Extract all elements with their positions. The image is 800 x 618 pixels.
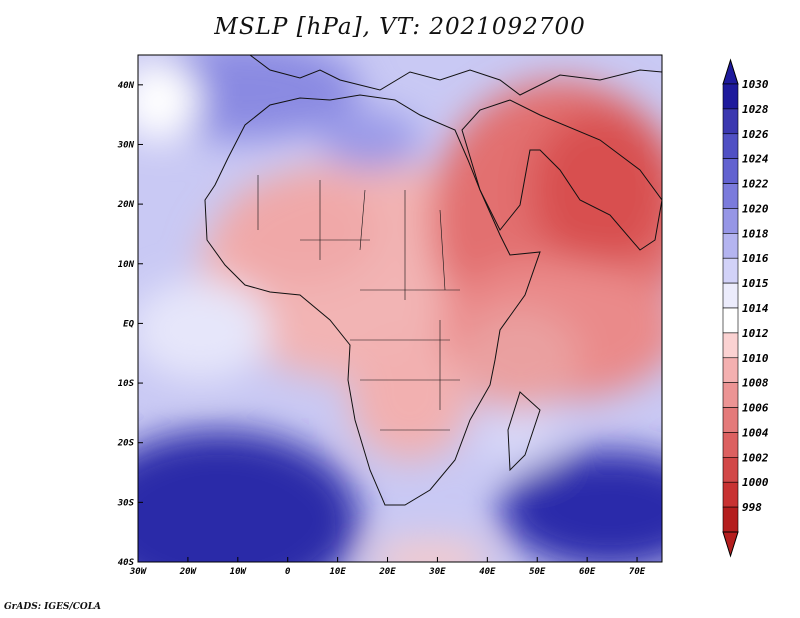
colorbar-label: 1022 — [742, 178, 769, 191]
colorbar-swatch — [722, 282, 739, 309]
lon-label: 20E — [378, 567, 396, 577]
lat-label: 20S — [117, 439, 135, 449]
colorbar: 1030 1028 1026 1024 1022 1020 1018 1016 1015 1014… — [722, 58, 769, 558]
colorbar-swatch — [722, 332, 739, 359]
country-borders — [257, 175, 460, 431]
lon-label: 10W — [230, 567, 248, 577]
colorbar-swatch — [722, 158, 739, 184]
lon-label: 30E — [428, 567, 446, 577]
lon-label: 70E — [629, 567, 646, 577]
footer-credit: GrADS: IGES/COLA — [4, 602, 102, 612]
colorbar-max-arrow — [722, 58, 739, 85]
map-title: MSLP [hPa], VT: 2021092700 — [214, 14, 586, 40]
lat-label: 20N — [117, 200, 135, 210]
lon-label: 30W — [129, 567, 148, 577]
colorbar-label: 1006 — [742, 402, 769, 415]
colorbar-label: 1015 — [742, 277, 769, 290]
lat-label: 40S — [118, 558, 135, 568]
colorbar-swatch — [722, 457, 739, 483]
colorbar-swatch — [722, 133, 739, 159]
coastlines — [204, 55, 662, 506]
lon-label: 40E — [479, 567, 496, 577]
colorbar-label: 998 — [742, 501, 762, 514]
colorbar-label: 1026 — [742, 128, 769, 141]
colorbar-label: 1008 — [742, 377, 769, 390]
colorbar-label: 1014 — [742, 302, 769, 315]
colorbar-label: 1030 — [742, 78, 769, 91]
colorbar-swatch — [722, 357, 739, 383]
colorbar-swatch — [722, 83, 739, 110]
colorbar-swatch — [722, 382, 739, 408]
colorbar-swatch — [722, 108, 739, 135]
lat-label: 30S — [117, 498, 135, 508]
colorbar-swatch — [722, 208, 739, 234]
lat-label: EQ — [123, 319, 134, 329]
lat-label: 40N — [118, 81, 135, 91]
colorbar-label: 1012 — [742, 327, 769, 340]
colorbar-label: 1010 — [742, 352, 769, 365]
lon-label: 60E — [579, 567, 596, 577]
colorbar-label: 1004 — [742, 426, 769, 439]
pressure-field — [138, 55, 662, 562]
colorbar-swatch — [722, 307, 739, 334]
colorbar-swatch — [722, 233, 739, 259]
lat-label: 10S — [118, 379, 135, 389]
colorbar-min-arrow — [722, 531, 739, 558]
colorbar-swatch — [722, 257, 739, 284]
colorbar-swatch — [722, 407, 739, 433]
lat-label: 30N — [117, 140, 135, 150]
lon-label: 0 — [285, 567, 291, 577]
colorbar-label: 1002 — [742, 451, 769, 464]
colorbar-label: 1018 — [742, 227, 769, 240]
lon-label: 20W — [179, 567, 198, 577]
lon-label: 50E — [529, 567, 546, 577]
colorbar-swatch — [722, 481, 739, 508]
colorbar-swatch — [722, 183, 739, 209]
colorbar-label: 1024 — [742, 153, 769, 166]
colorbar-label: 1028 — [742, 103, 769, 116]
colorbar-label: 1020 — [742, 202, 769, 215]
colorbar-label: 1016 — [742, 252, 769, 265]
lon-label: 10E — [329, 567, 346, 577]
colorbar-swatch — [722, 506, 739, 533]
colorbar-swatch — [722, 432, 739, 458]
plot-frame — [137, 54, 663, 563]
lat-label: 10N — [118, 260, 135, 270]
colorbar-label: 1000 — [742, 476, 769, 489]
